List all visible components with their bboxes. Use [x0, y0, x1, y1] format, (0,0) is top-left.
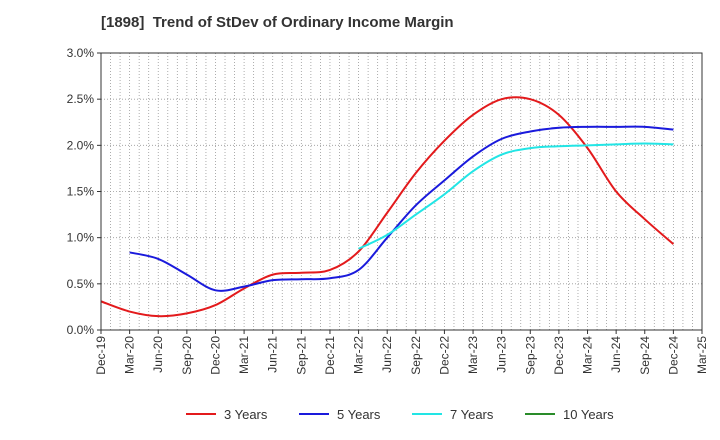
legend-label-10-years: 10 Years	[563, 407, 614, 422]
x-tick-label: Jun-23	[495, 336, 509, 373]
x-tick-label: Sep-22	[409, 336, 423, 375]
x-tick-label: Sep-23	[523, 336, 537, 375]
y-tick-label: 0.0%	[67, 323, 95, 337]
x-tick-label: Jun-21	[266, 336, 280, 373]
y-tick-label: 0.5%	[67, 277, 95, 291]
chart-title: [1898] Trend of StDev of Ordinary Income…	[101, 14, 454, 31]
x-tick-label: Sep-21	[294, 336, 308, 375]
y-tick-label: 2.5%	[67, 92, 95, 106]
x-tick-label: Dec-24	[666, 336, 680, 375]
x-tick-label: Jun-22	[380, 336, 394, 373]
x-tick-label: Dec-23	[552, 336, 566, 375]
legend-label-5-years: 5 Years	[337, 407, 381, 422]
y-tick-label: 2.0%	[67, 138, 95, 152]
x-tick-label: Mar-22	[352, 336, 366, 374]
x-tick-label: Dec-21	[323, 336, 337, 375]
x-tick-label: Dec-22	[437, 336, 451, 375]
y-tick-label: 3.0%	[67, 46, 95, 60]
y-tick-label: 1.0%	[67, 231, 95, 245]
x-tick-label: Dec-20	[208, 336, 222, 375]
x-tick-label: Sep-20	[180, 336, 194, 375]
series-line-7-years	[358, 142, 674, 250]
x-tick-label: Jun-24	[609, 336, 623, 373]
axis-layer: 0.0% 0.5% 1.0% 1.5% 2.0% 2.5% 3.0% Dec-19 Mar-20…	[67, 46, 709, 375]
x-tick-label: Dec-19	[94, 336, 108, 375]
x-tick-label: Mar-25	[695, 336, 709, 374]
legend-layer: 3 Years 5 Years 7 Years 10 Years	[186, 407, 614, 422]
series-layer	[100, 96, 675, 318]
series-line-5-years	[129, 125, 674, 292]
x-tick-label: Mar-24	[581, 336, 595, 374]
x-tick-label: Mar-20	[123, 336, 137, 374]
y-tick-label: 1.5%	[67, 185, 95, 199]
legend-label-3-years: 3 Years	[224, 407, 268, 422]
x-tick-label: Mar-23	[466, 336, 480, 374]
legend-label-7-years: 7 Years	[450, 407, 494, 422]
x-tick-label: Mar-21	[237, 336, 251, 374]
series-line-3-years	[100, 96, 675, 318]
x-tick-label: Sep-24	[638, 336, 652, 375]
x-tick-label: Jun-20	[151, 336, 165, 373]
